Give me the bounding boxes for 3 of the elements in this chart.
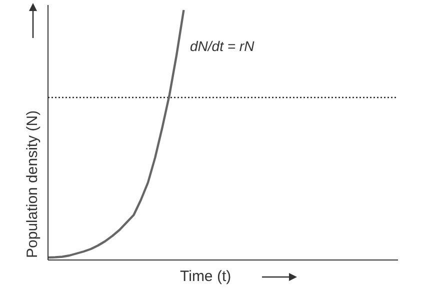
x-axis-title: Time (t): [180, 268, 232, 285]
y-axis-title: Population density (N): [24, 110, 41, 258]
annotation: dN/dt = rN: [190, 38, 254, 54]
